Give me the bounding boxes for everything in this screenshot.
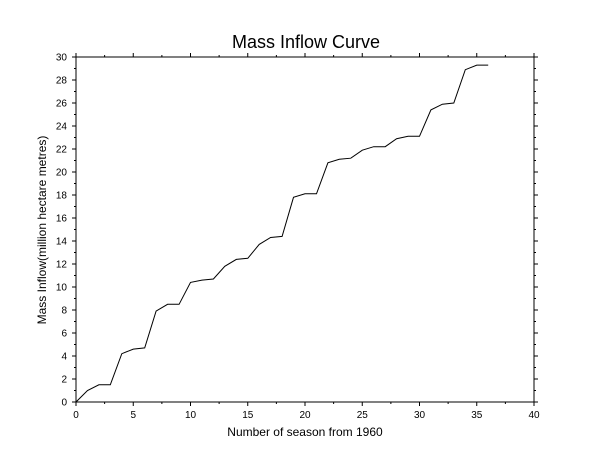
y-tick-label: 18 bbox=[56, 191, 68, 202]
y-tick-label: 4 bbox=[61, 352, 67, 363]
x-axis-label: Number of season from 1960 bbox=[227, 425, 383, 439]
y-tick-label: 24 bbox=[56, 122, 68, 133]
y-tick-label: 2 bbox=[61, 375, 67, 386]
y-tick-label: 6 bbox=[61, 329, 67, 340]
x-tick-label: 40 bbox=[528, 410, 540, 421]
x-tick-label: 0 bbox=[73, 410, 79, 421]
y-tick-label: 14 bbox=[56, 237, 68, 248]
y-tick-label: 8 bbox=[61, 306, 67, 317]
x-tick-label: 30 bbox=[414, 410, 426, 421]
y-tick-label: 16 bbox=[56, 214, 68, 225]
y-axis-label: Mass Inflow(million hectare metres) bbox=[35, 136, 49, 325]
y-tick-label: 28 bbox=[56, 76, 68, 87]
chart-title: Mass Inflow Curve bbox=[232, 32, 380, 52]
y-tick-label: 20 bbox=[56, 168, 68, 179]
y-tick-label: 0 bbox=[61, 398, 67, 409]
x-tick-label: 5 bbox=[130, 410, 136, 421]
x-tick-label: 15 bbox=[242, 410, 254, 421]
y-tick-label: 30 bbox=[56, 53, 68, 64]
x-axis-ticks: 0 5 10 15 20 25 30 35 40 bbox=[73, 53, 540, 421]
mass-inflow-series-line bbox=[75, 64, 489, 403]
x-tick-label: 20 bbox=[299, 410, 311, 421]
y-tick-label: 22 bbox=[56, 145, 68, 156]
plot-frame bbox=[75, 56, 535, 403]
x-tick-label: 10 bbox=[185, 410, 197, 421]
y-tick-label: 10 bbox=[56, 283, 68, 294]
x-tick-label: 25 bbox=[357, 410, 369, 421]
y-tick-label: 26 bbox=[56, 99, 68, 110]
y-tick-label: 12 bbox=[56, 260, 68, 271]
x-tick-label: 35 bbox=[471, 410, 483, 421]
